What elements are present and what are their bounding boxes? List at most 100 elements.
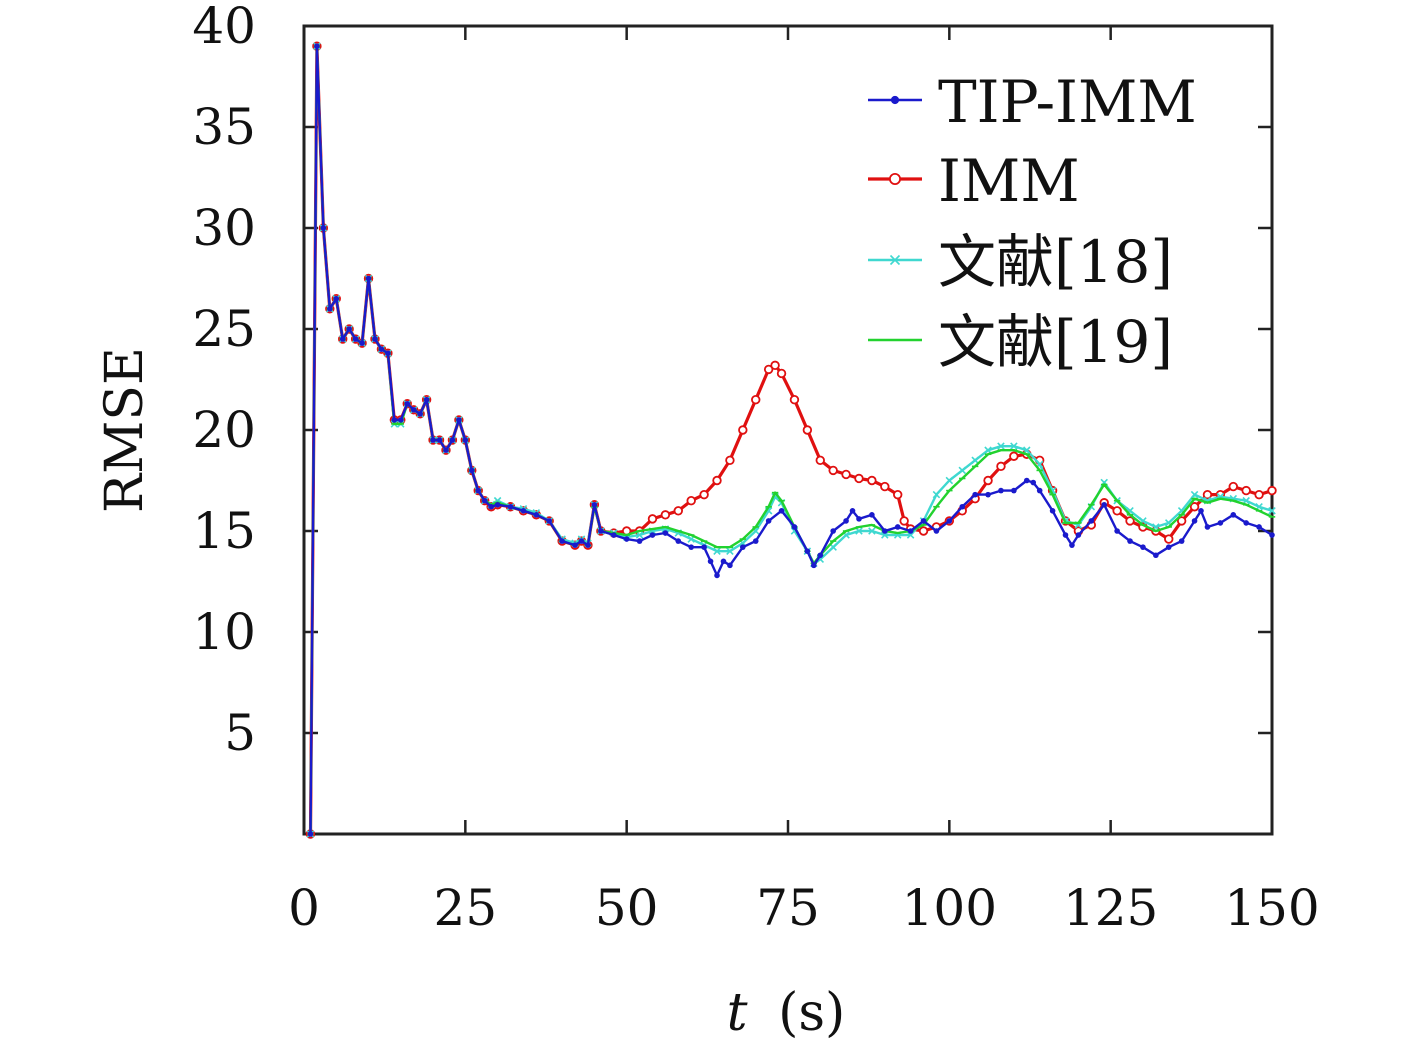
data-point — [751, 395, 761, 405]
data-point — [649, 532, 656, 538]
x-tick-label: 25 — [434, 879, 498, 937]
x-tick-label: 75 — [756, 879, 820, 937]
data-point — [1140, 544, 1146, 550]
data-point — [971, 456, 979, 465]
data-point — [712, 475, 722, 486]
x-tick-label: 0 — [288, 879, 320, 937]
data-point — [720, 558, 727, 565]
data-point — [996, 461, 1006, 472]
tick-labels: 0 25 50 75 100 125 150 5 10 15 20 25 30 35 40 — [192, 0, 1319, 937]
data-point — [320, 225, 327, 231]
data-point — [1254, 489, 1264, 500]
data-point — [763, 364, 774, 375]
data-point — [533, 512, 540, 518]
data-point — [1030, 479, 1037, 486]
data-point — [727, 562, 733, 569]
data-point — [997, 442, 1005, 450]
data-point — [959, 503, 966, 510]
data-point — [1165, 544, 1172, 550]
series-1 — [307, 43, 1275, 837]
data-point — [449, 437, 456, 443]
data-point — [1069, 542, 1075, 548]
data-point — [707, 558, 714, 565]
data-point — [1267, 485, 1277, 496]
data-point — [752, 538, 759, 544]
data-point — [714, 572, 720, 579]
data-point — [468, 467, 475, 474]
data-point — [462, 437, 469, 443]
data-point — [1114, 528, 1120, 534]
data-point — [815, 455, 825, 465]
data-point — [1256, 524, 1262, 530]
legend-label: 文献[19] — [938, 308, 1173, 376]
data-point — [725, 455, 735, 465]
x-axis-variable: t — [727, 983, 748, 1043]
data-point — [352, 336, 359, 342]
data-point — [686, 496, 696, 506]
y-tick-label: 10 — [192, 603, 256, 661]
data-point — [868, 527, 876, 535]
data-point — [1009, 451, 1019, 461]
data-point — [804, 548, 811, 554]
data-point — [559, 538, 565, 544]
data-point — [802, 425, 813, 435]
data-point — [365, 275, 372, 282]
data-point — [811, 562, 817, 569]
data-point — [1127, 538, 1133, 544]
data-point — [1228, 481, 1238, 492]
legend-label: TIP-IMM — [938, 68, 1197, 136]
data-point — [867, 475, 877, 486]
data-point — [378, 346, 385, 353]
legend-swatch-marker — [889, 172, 902, 185]
data-point — [880, 481, 890, 492]
data-point — [899, 516, 909, 526]
data-series — [305, 41, 1277, 839]
x-tick-label: 150 — [1224, 879, 1319, 937]
data-point — [778, 508, 785, 514]
data-point — [688, 544, 694, 550]
data-point — [854, 473, 864, 484]
data-point — [1178, 538, 1185, 544]
data-point — [488, 503, 494, 510]
data-point — [906, 531, 915, 539]
y-tick-label: 35 — [192, 98, 256, 156]
y-axis-label: RMSE — [95, 347, 155, 513]
data-point — [1011, 487, 1017, 494]
data-point — [1198, 508, 1204, 514]
data-point — [673, 506, 683, 516]
data-point — [1036, 487, 1043, 494]
data-point — [475, 487, 482, 494]
data-point — [933, 528, 940, 534]
data-point — [423, 396, 430, 403]
data-point — [1153, 552, 1159, 559]
axis-labels: RMSE t (s) — [95, 347, 845, 1043]
legend-item: TIP-IMM — [868, 68, 1197, 136]
data-point — [882, 528, 888, 534]
data-point — [1164, 534, 1174, 544]
data-point — [662, 530, 669, 536]
legend-item: 文献[18] — [868, 228, 1173, 296]
data-point — [776, 368, 787, 379]
data-point — [443, 447, 449, 454]
data-point — [1191, 518, 1198, 524]
legend-label: 文献[18] — [938, 228, 1173, 296]
data-point — [372, 336, 378, 342]
legend-swatch-marker — [889, 254, 901, 266]
data-point — [1269, 532, 1275, 538]
data-point — [765, 518, 772, 524]
data-point — [985, 491, 991, 498]
data-point — [893, 489, 903, 500]
data-point — [791, 524, 798, 530]
data-point — [830, 528, 836, 534]
y-tick-label: 5 — [224, 704, 256, 762]
data-point — [932, 490, 941, 499]
data-point — [307, 831, 314, 837]
data-point — [647, 514, 658, 524]
data-point — [907, 528, 914, 534]
data-point — [817, 552, 824, 559]
legend-swatch-marker — [890, 95, 900, 105]
data-point — [314, 43, 320, 49]
data-point — [701, 544, 707, 550]
data-point — [391, 417, 398, 423]
data-point — [918, 526, 929, 536]
